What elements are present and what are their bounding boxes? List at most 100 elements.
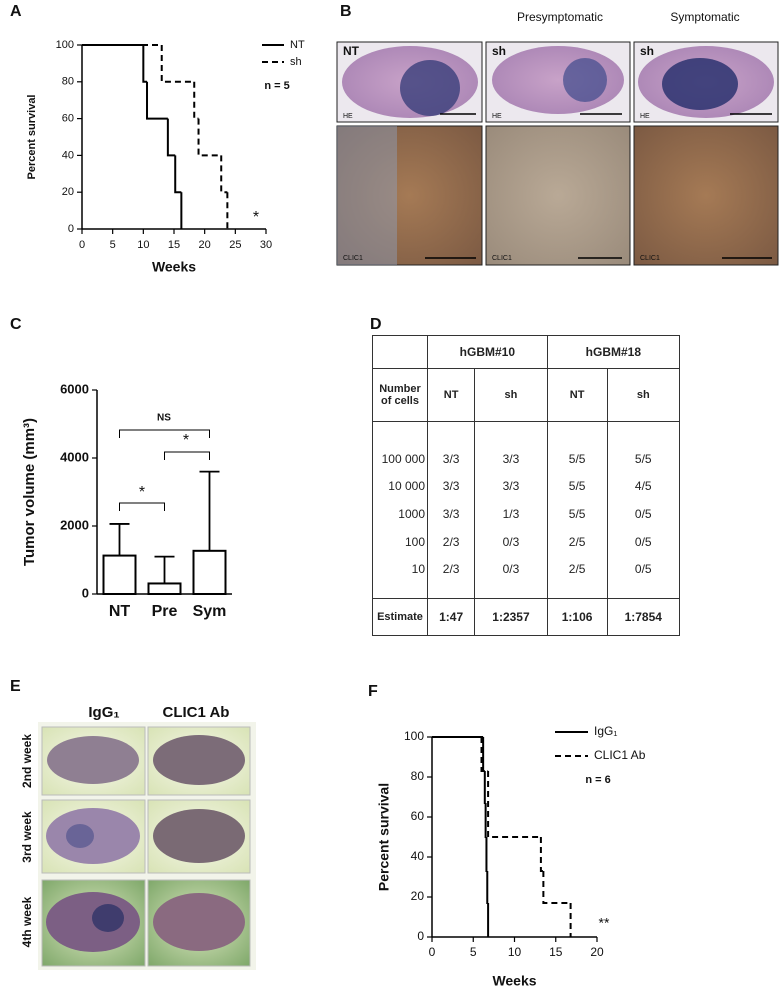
legend-label: sh [290, 56, 302, 68]
table-cell: 100 [372, 528, 428, 556]
legend-label: NT [290, 39, 305, 51]
survival-step [480, 737, 489, 772]
stain-label: HE [343, 113, 353, 120]
survival-step [142, 45, 148, 83]
table-cell: hGBM#10 [427, 335, 548, 369]
survival-step [483, 771, 486, 804]
survival-step [146, 81, 168, 120]
survival-step [174, 155, 182, 194]
y-tick-label: 0 [82, 585, 89, 600]
survival-step [539, 837, 544, 872]
table-cell: 3/3 [426, 421, 476, 472]
x-tick-label: 5 [110, 239, 116, 251]
survival-step [220, 155, 228, 194]
table-cell: 0/5 [606, 556, 681, 599]
y-tick-label: 60 [411, 809, 425, 823]
error-bar [109, 523, 130, 556]
limiting-dilution-table: hGBM#10 hGBM#18 Number of cells NT sh NT sh 100… [372, 335, 681, 636]
panel-letter: D [370, 316, 382, 333]
y-tick-label: 6000 [60, 381, 89, 396]
row-label: 4th week [20, 896, 34, 947]
row-label: 2nd week [20, 734, 34, 788]
table-cell: 1:106 [546, 598, 608, 636]
table-cell: hGBM#18 [546, 335, 681, 369]
table-cell: 5/5 [546, 472, 608, 500]
table-cell: 3/3 [426, 472, 476, 500]
panel-letter: C [10, 316, 22, 333]
table-row: Number of cells NT sh NT sh [372, 368, 681, 422]
x-tick-label: 0 [429, 945, 436, 959]
table-cell: 2/5 [546, 556, 608, 599]
table-cell: 3/3 [474, 421, 548, 472]
x-tick-label: Pre [152, 603, 178, 620]
annotation: * [183, 432, 189, 449]
column-label: Symptomatic [670, 10, 739, 24]
table-cell: Number of cells [372, 368, 428, 422]
image-label: sh [492, 44, 506, 58]
table-row: 10 2/3 0/3 2/5 0/5 [372, 556, 681, 599]
table-cell: 3/3 [474, 472, 548, 500]
column-label: CLIC1 Ab [163, 704, 230, 721]
column-label: Presymptomatic [517, 10, 603, 24]
y-tick-label: 80 [411, 769, 425, 783]
x-tick-label: 10 [508, 945, 522, 959]
table-cell: 100 000 [372, 421, 428, 472]
histology-images [336, 41, 779, 266]
table-cell: 5/5 [606, 421, 681, 472]
error-bar [199, 470, 220, 551]
table-cell: sh [606, 368, 681, 422]
table-cell: 3/3 [426, 500, 476, 528]
table-cell: 1/3 [474, 500, 548, 528]
survival-step [482, 737, 485, 772]
annotation: * [253, 209, 259, 226]
annotation: NS [157, 413, 171, 424]
y-axis-label: Percent survival [376, 783, 392, 891]
x-tick-label: Sym [193, 603, 227, 620]
y-tick-label: 100 [56, 39, 74, 51]
x-tick-label: 15 [168, 239, 180, 251]
x-tick-label: 5 [470, 945, 477, 959]
table-cell: 5/5 [546, 500, 608, 528]
significance-bracket [164, 451, 210, 460]
x-tick-label: 10 [137, 239, 149, 251]
stain-label: HE [492, 113, 502, 120]
stain-label: CLIC1 [640, 255, 660, 262]
panel-letter: A [10, 3, 22, 20]
y-tick-label: 60 [62, 113, 74, 125]
table-cell: 1:2357 [474, 598, 548, 636]
table-cell: 4/5 [606, 472, 681, 500]
table-cell: 10 [372, 556, 428, 599]
stain-label: HE [640, 113, 650, 120]
survival-step [160, 45, 195, 83]
bar [192, 549, 227, 596]
survival-step [485, 837, 488, 872]
x-tick-label: NT [109, 603, 131, 620]
table-cell: 10 000 [372, 472, 428, 500]
column-label: IgG₁ [88, 704, 119, 721]
y-tick-label: 20 [62, 186, 74, 198]
panel-letter: E [10, 678, 21, 695]
table-cell: NT [546, 368, 608, 422]
survival-step [542, 871, 571, 904]
panel-letter: B [340, 3, 352, 20]
x-tick-label: 25 [229, 239, 241, 251]
table-cell: Estimate [372, 598, 428, 636]
y-axis-label: Tumor volume (mm³) [21, 418, 38, 566]
table-cell: 5/5 [546, 421, 608, 472]
x-tick-label: 0 [79, 239, 85, 251]
table-row: 100 2/3 0/3 2/5 0/5 [372, 528, 681, 556]
table-cell: NT [426, 368, 476, 422]
stain-label: CLIC1 [492, 255, 512, 262]
y-tick-label: 100 [404, 729, 424, 743]
image-label: sh [640, 44, 654, 58]
y-tick-label: 0 [417, 929, 424, 943]
y-tick-label: 20 [411, 889, 425, 903]
y-tick-label: 4000 [60, 449, 89, 464]
x-axis-label: Weeks [152, 259, 196, 275]
x-tick-label: 15 [549, 945, 563, 959]
row-label: 3rd week [20, 811, 34, 863]
table-row: 10 000 3/3 3/3 5/5 4/5 [372, 472, 681, 500]
y-tick-label: 0 [68, 223, 74, 235]
bar [102, 554, 137, 596]
